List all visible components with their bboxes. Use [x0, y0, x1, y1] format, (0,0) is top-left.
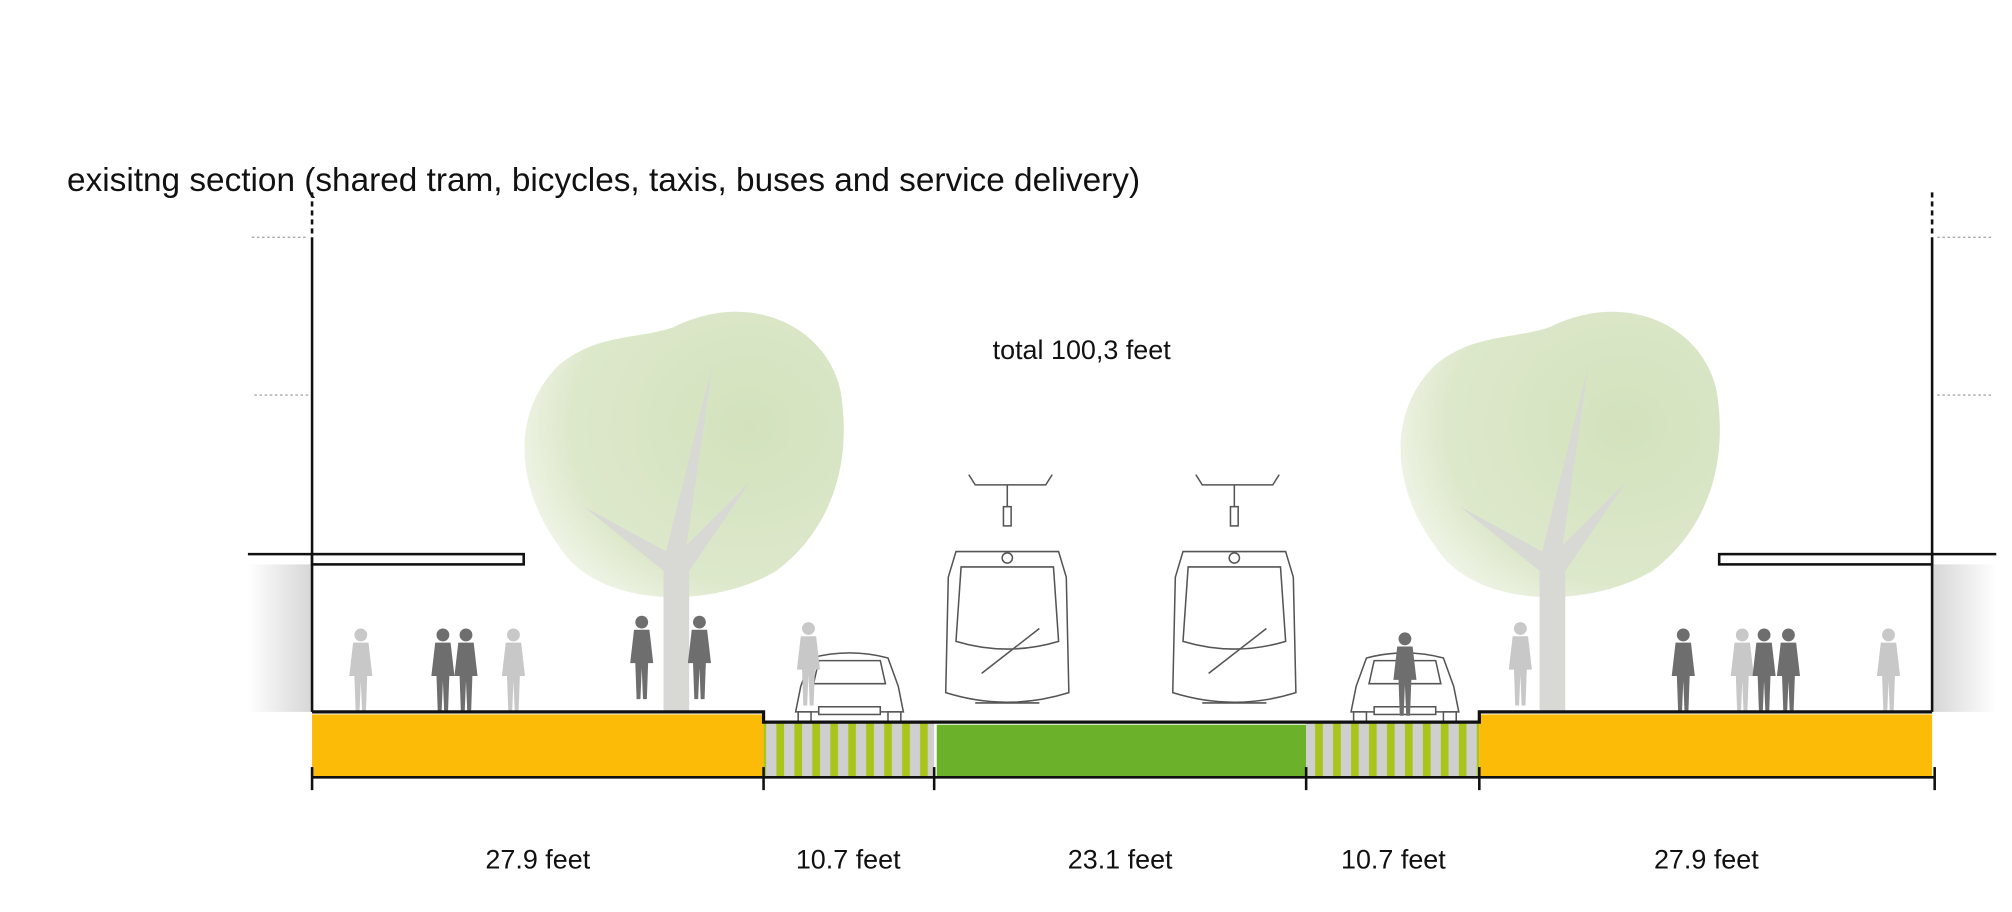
bike-lane: [764, 722, 935, 777]
tree: [1401, 312, 1720, 712]
tram-lane: [937, 725, 1306, 778]
people: [431, 616, 1800, 716]
floor-lines: [252, 237, 1991, 395]
shadow: [1932, 564, 1996, 712]
segment-width: 10.7 feet: [1341, 844, 1446, 874]
tram: [1173, 475, 1296, 703]
tree: [524, 312, 843, 712]
segment-width: 27.9 feet: [1654, 844, 1759, 874]
people: [349, 622, 1900, 712]
page: exisitng section (shared tram, bicycles,…: [0, 0, 2012, 912]
title: exisitng section (shared tram, bicycles,…: [67, 162, 1140, 199]
segment-width: 23.1 feet: [1068, 844, 1173, 874]
segment-width: 10.7 feet: [796, 844, 901, 874]
total-width: total 100,3 feet: [993, 335, 1172, 365]
tram: [946, 475, 1069, 703]
shadow: [248, 564, 312, 712]
bike-lane: [1306, 722, 1479, 777]
sidewalk: [1479, 714, 1932, 777]
segment-width: 27.9 feet: [485, 844, 590, 874]
sidewalk: [312, 714, 764, 777]
street-section: exisitng section (shared tram, bicycles,…: [0, 0, 2012, 912]
